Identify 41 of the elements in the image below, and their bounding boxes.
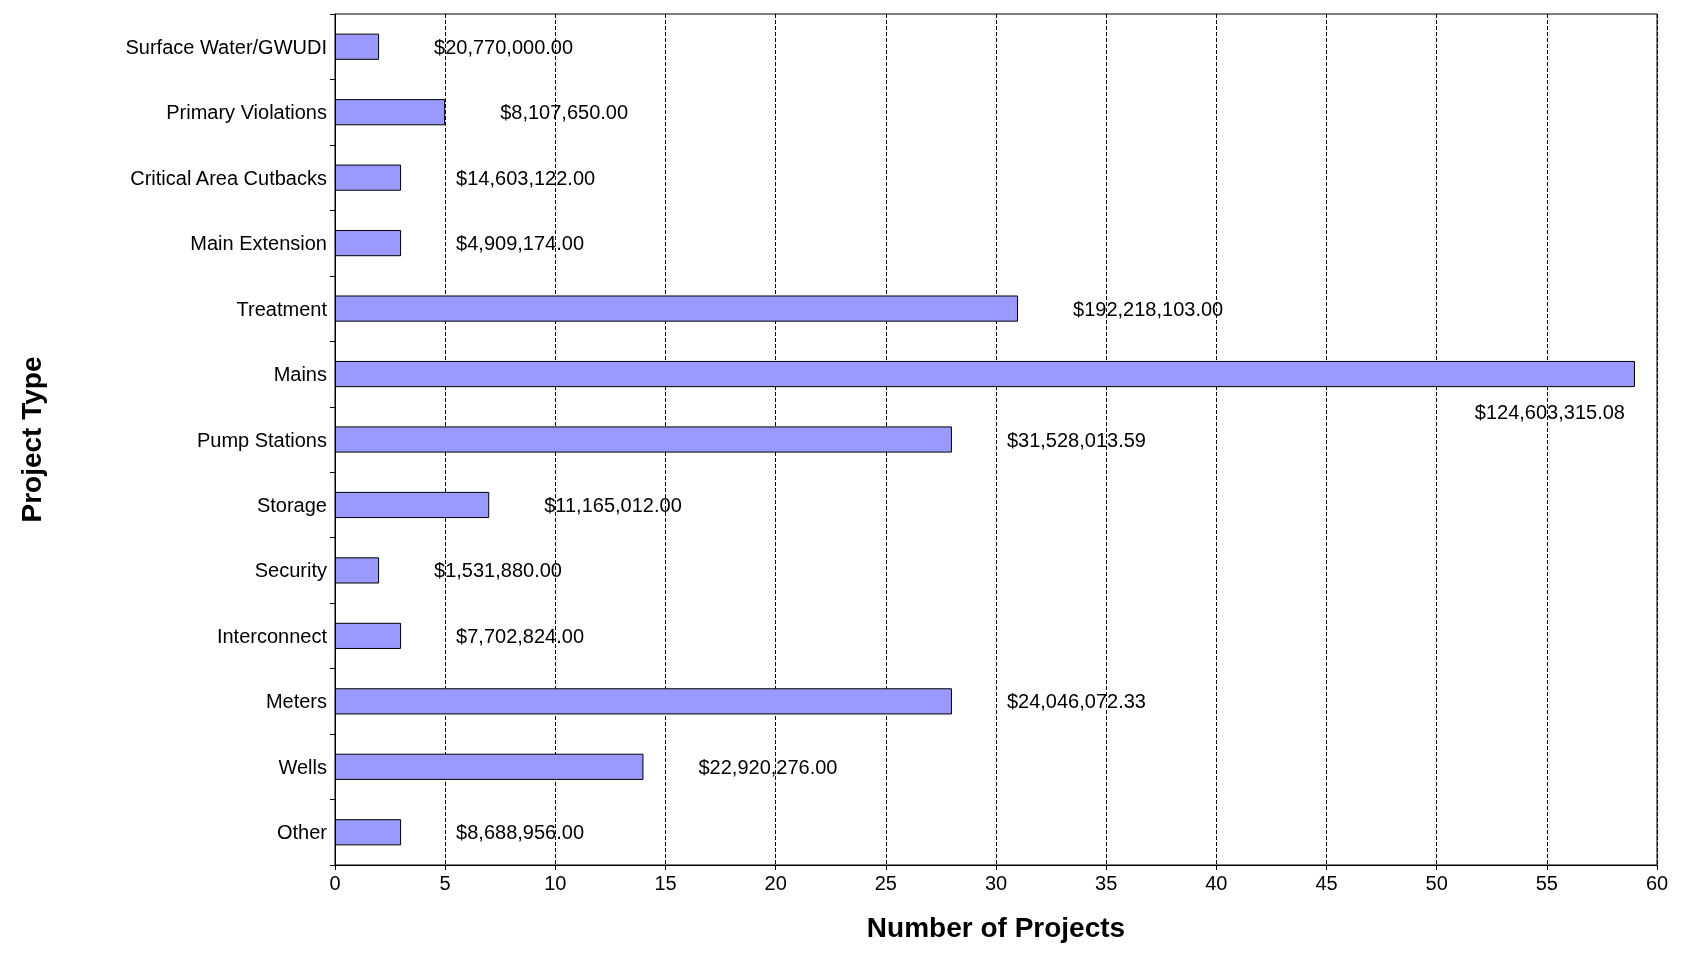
y-tick-label: Security bbox=[254, 559, 327, 582]
y-tick-label: Pump Stations bbox=[196, 428, 327, 451]
annotation: $4,909,174.00 bbox=[456, 232, 585, 255]
x-tick-label: 20 bbox=[764, 872, 787, 894]
x-axis-title: Number of Projects bbox=[866, 911, 1126, 943]
annotation: $124,603,315.08 bbox=[1474, 401, 1625, 424]
y-tick-label: Storage bbox=[256, 493, 327, 516]
y-tick-label: Other bbox=[276, 821, 328, 844]
y-tick-label: Wells bbox=[278, 755, 327, 778]
x-tick-label: 10 bbox=[544, 872, 567, 894]
annotation: $22,920,276.00 bbox=[698, 755, 838, 778]
x-tick-label: 55 bbox=[1535, 872, 1558, 894]
y-tick-label: Surface Water/GWUDI bbox=[125, 35, 327, 58]
x-tick-label: 35 bbox=[1095, 872, 1118, 894]
x-tick-label: 25 bbox=[874, 872, 897, 894]
annotation: $1,531,880.00 bbox=[434, 559, 562, 582]
y-tick-label: Primary Violations bbox=[166, 101, 327, 124]
annotation: $24,046,072.33 bbox=[1006, 690, 1146, 713]
x-tick-label: 40 bbox=[1205, 872, 1228, 894]
annotation: $20,770,000.00 bbox=[434, 35, 574, 58]
y-tick-label: Interconnect bbox=[216, 624, 328, 647]
x-tick-label: 60 bbox=[1645, 872, 1669, 894]
annotation: $8,688,956.00 bbox=[456, 821, 585, 844]
y-tick-label: Meters bbox=[265, 690, 327, 713]
y-tick-label: Critical Area Cutbacks bbox=[130, 166, 327, 189]
y-tick-label: Mains bbox=[273, 363, 327, 386]
annotation: $7,702,824.00 bbox=[456, 624, 585, 647]
y-tick-label: Main Extension bbox=[190, 232, 327, 255]
annotation: $11,165,012.00 bbox=[544, 493, 682, 516]
y-axis-title: Project Type bbox=[15, 356, 47, 523]
x-tick-label: 45 bbox=[1315, 872, 1338, 894]
annotation: $192,218,103.00 bbox=[1073, 297, 1224, 320]
x-tick-label: 50 bbox=[1425, 872, 1448, 894]
x-tick-label: 15 bbox=[654, 872, 677, 894]
y-tick-label: Treatment bbox=[236, 297, 328, 320]
x-tick-label: 30 bbox=[984, 872, 1008, 894]
x-tick-label: 0 bbox=[329, 872, 341, 894]
x-tick-label: 5 bbox=[439, 872, 451, 894]
annotation: $8,107,650.00 bbox=[500, 101, 629, 124]
annotation: $31,528,013.59 bbox=[1006, 428, 1146, 451]
annotation: $14,603,122.00 bbox=[456, 166, 596, 189]
